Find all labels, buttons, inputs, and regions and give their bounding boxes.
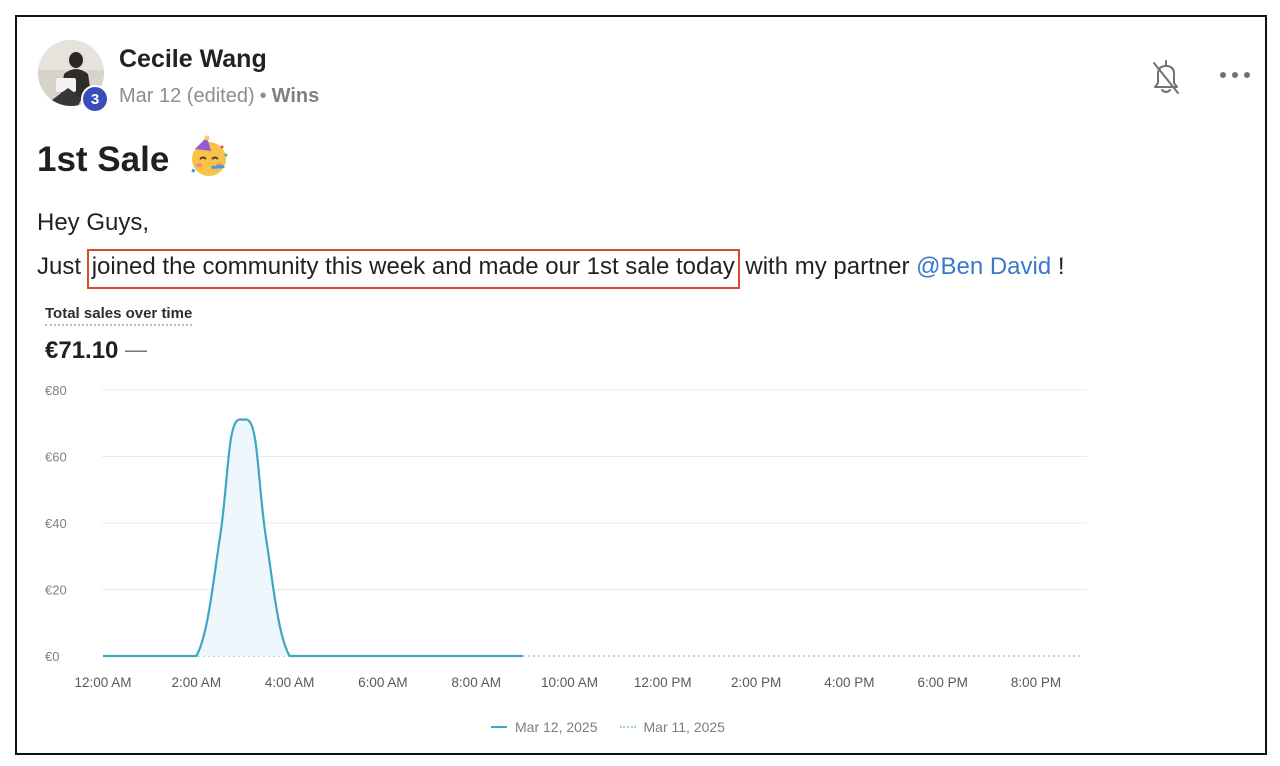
- x-tick-label: 12:00 AM: [74, 675, 131, 690]
- x-tick-label: 8:00 PM: [1011, 675, 1061, 690]
- body-text-end: !: [1051, 253, 1065, 280]
- bell-off-icon[interactable]: [1150, 57, 1182, 97]
- legend-swatch-dotted: [619, 726, 636, 728]
- user-mention-link[interactable]: @Ben David: [916, 253, 1052, 280]
- post-meta: Mar 12 (edited) • Wins: [119, 85, 319, 108]
- y-tick-label: €40: [45, 516, 67, 531]
- legend-item-previous[interactable]: Mar 11, 2025: [619, 719, 725, 735]
- chart-title[interactable]: Total sales over time: [45, 305, 193, 326]
- body-text-middle: with my partner: [738, 253, 917, 280]
- x-tick-label: 10:00 AM: [541, 675, 598, 690]
- post-date: Mar 12 (edited): [119, 85, 255, 107]
- series-line-current: [103, 418, 523, 658]
- avatar-photo: [38, 40, 104, 106]
- post-category[interactable]: Wins: [271, 85, 320, 107]
- x-tick-label: 2:00 PM: [731, 675, 781, 690]
- post-body-line-1: Hey Guys,: [37, 209, 150, 236]
- post-body-line-2: Just joined the community this week and …: [37, 249, 1065, 289]
- legend-label-previous: Mar 11, 2025: [643, 719, 725, 735]
- author-name[interactable]: Cecile Wang: [119, 45, 267, 73]
- post-card: 3 Cecile Wang Mar 12 (edited) • Wins 1st S…: [15, 15, 1267, 755]
- x-tick-label: 6:00 PM: [918, 675, 968, 690]
- y-tick-label: €0: [45, 649, 59, 664]
- sales-line-chart: €80 €60 €40 €20 €0 12:00 AM 2:00 AM 4:00 AM 6:00…: [45, 383, 1087, 690]
- y-tick-label: €60: [45, 450, 67, 465]
- meta-separator: •: [259, 85, 267, 107]
- legend-swatch-solid: [491, 726, 507, 728]
- chart-total-change: —: [125, 337, 147, 362]
- x-tick-label: 2:00 AM: [172, 675, 222, 690]
- x-tick-label: 8:00 AM: [451, 675, 501, 690]
- x-tick-label: 4:00 AM: [265, 675, 315, 690]
- chart-legend: Mar 12, 2025 Mar 11, 2025: [491, 719, 725, 735]
- more-horizontal-icon[interactable]: [1217, 63, 1253, 87]
- post-title: 1st Sale: [37, 140, 170, 179]
- partying-face-icon: [187, 135, 231, 179]
- chart-total-value: €71.10: [45, 337, 119, 364]
- y-tick-label: €80: [45, 383, 67, 398]
- legend-item-current[interactable]: Mar 12, 2025: [491, 719, 598, 735]
- x-tick-label: 4:00 PM: [824, 675, 874, 690]
- legend-label-current: Mar 12, 2025: [515, 719, 598, 735]
- body-text-start: Just: [37, 253, 88, 280]
- x-tick-label: 6:00 AM: [358, 675, 408, 690]
- y-tick-label: €20: [45, 583, 67, 598]
- author-avatar[interactable]: 3: [38, 40, 109, 113]
- x-tick-label: 12:00 PM: [634, 675, 692, 690]
- level-badge: 3: [81, 85, 109, 113]
- series-area-current: [103, 419, 523, 656]
- highlighted-text: joined the community this week and made …: [86, 249, 740, 289]
